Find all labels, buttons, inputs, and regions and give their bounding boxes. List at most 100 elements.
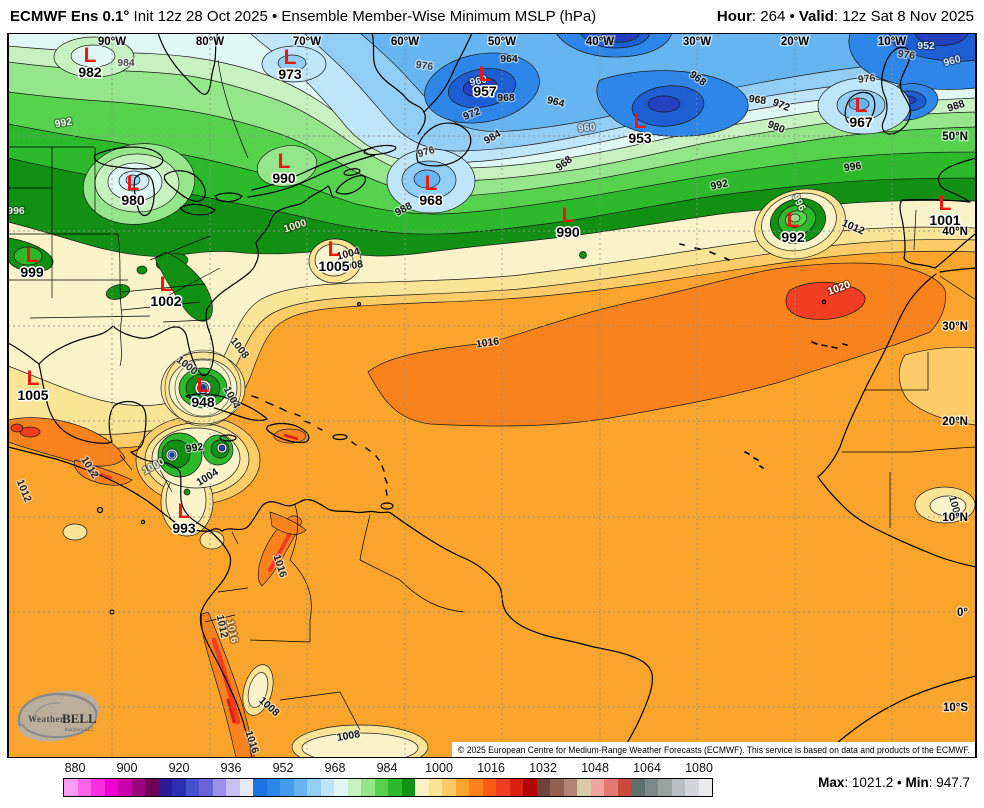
map-title-model: ECMWF Ens 0.1° [10,8,130,25]
header-bar: ECMWF Ens 0.1° Init 12z 28 Oct 2025 • En… [0,0,984,33]
colorbar [63,778,713,797]
colorbar-segment [145,779,159,796]
contour-label: 968 [497,92,515,104]
contour-label: 992 [54,116,73,131]
contour-label: 960 [942,53,962,69]
colorbar-segment [698,779,712,796]
colorbar-segment [158,779,172,796]
low-L-symbol: L [425,172,438,195]
low-L-symbol: L [634,110,647,133]
colorbar-segment [185,779,199,796]
low-value: 999 [20,264,44,280]
colorbar-tick: 984 [376,761,398,775]
colorbar-segment [455,779,469,796]
low-value: 980 [121,192,145,208]
colorbar-segment [253,779,267,796]
logo-text-bell: BELL [62,711,97,726]
colorbar-segment [509,779,523,796]
political-borders [8,59,976,731]
colorbar-segment [644,779,658,796]
colorbar-tick: 1032 [529,761,557,775]
contour-label: 992 [185,441,204,455]
min-label: Min [905,775,929,790]
colorbar-tick: 1048 [581,761,609,775]
colorbar-segment [482,779,496,796]
low-L-symbol: L [939,192,952,215]
contour-label: 984 [117,57,135,69]
colorbar-tick: 1064 [633,761,661,775]
contour-label: 952 [917,40,935,52]
colorbar-segment [104,779,118,796]
lat-label: 20°N [942,416,968,428]
graticule-grid [8,33,976,758]
lat-label: 10°N [942,512,968,524]
max-value: : 1021.2 • [844,775,906,790]
logo-text-weather: Weather [28,714,65,724]
low-value: 982 [78,64,102,80]
colorbar-segment [469,779,483,796]
valid-time: Hour: 264 • Valid: 12z Sat 8 Nov 2025 [717,8,974,25]
low-L-symbol: L [479,63,492,86]
low-pressure-markers: L982L973L980L990L999L1002L1005L1005L948L… [16,44,962,538]
colorbar-tick: 1000 [425,761,453,775]
copyright-bar: © 2025 European Centre for Medium-Range … [452,742,975,757]
colorbar-segment [266,779,280,796]
contour-label: 960 [577,121,596,135]
colorbar-segment [199,779,213,796]
colorbar-segment [401,779,415,796]
low-value: 957 [473,83,497,99]
lon-label: 50°W [488,36,516,48]
lon-label: 80°W [196,36,224,48]
colorbar-ticks: 880 900 920 936 952 968 984 1000 1016 1032 1048 106… [0,761,984,777]
colorbar-segment [64,779,78,796]
lon-label: 40°W [586,36,614,48]
lat-label: 0° [957,607,968,619]
lat-label: 50°N [942,131,968,143]
contour-label: 968 [748,93,767,107]
low-L-symbol: L [26,244,39,267]
contour-label: 1008 [336,728,361,744]
valid-label: Valid [798,8,834,25]
colorbar-segment [239,779,253,796]
colorbar-segment [442,779,456,796]
colorbar-segment [226,779,240,796]
colorbar-segment [347,779,361,796]
low-L-symbol: L [855,94,868,117]
logo-text-sub: Analytics LLC [64,728,95,733]
colorbar-segment [577,779,591,796]
colorbar-segment [320,779,334,796]
contour-label: 976 [857,72,876,86]
colorbar-segment [334,779,348,796]
low-value: 953 [628,130,652,146]
colorbar-segment [496,779,510,796]
colorbar-tick: 1016 [477,761,505,775]
low-value: 968 [419,192,443,208]
colorbar-tick: 920 [168,761,190,775]
max-label: Max [818,775,845,790]
colorbar-segment [523,779,537,796]
contour-label: 976 [415,59,434,73]
colorbar-segment [388,779,402,796]
graticule-labels: 90°W 80°W 70°W 60°W 50°W 40°W 30°W 20°W 10°W 50°N… [97,35,970,716]
colorbar-segment [685,779,699,796]
low-value: 993 [172,520,196,536]
lon-label: 20°W [781,36,809,48]
valid-value: : 12z Sat 8 Nov 2025 [833,8,974,25]
contour-label: 964 [500,53,518,65]
low-value: 990 [556,224,580,240]
contour-label: 992 [710,177,730,192]
